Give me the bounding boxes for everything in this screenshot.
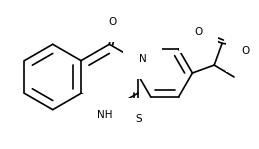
Text: O: O [108,17,117,27]
Text: O: O [194,27,203,37]
Text: O: O [242,46,250,56]
Text: N: N [139,54,147,64]
Text: NH: NH [97,110,112,120]
Text: S: S [135,114,142,124]
